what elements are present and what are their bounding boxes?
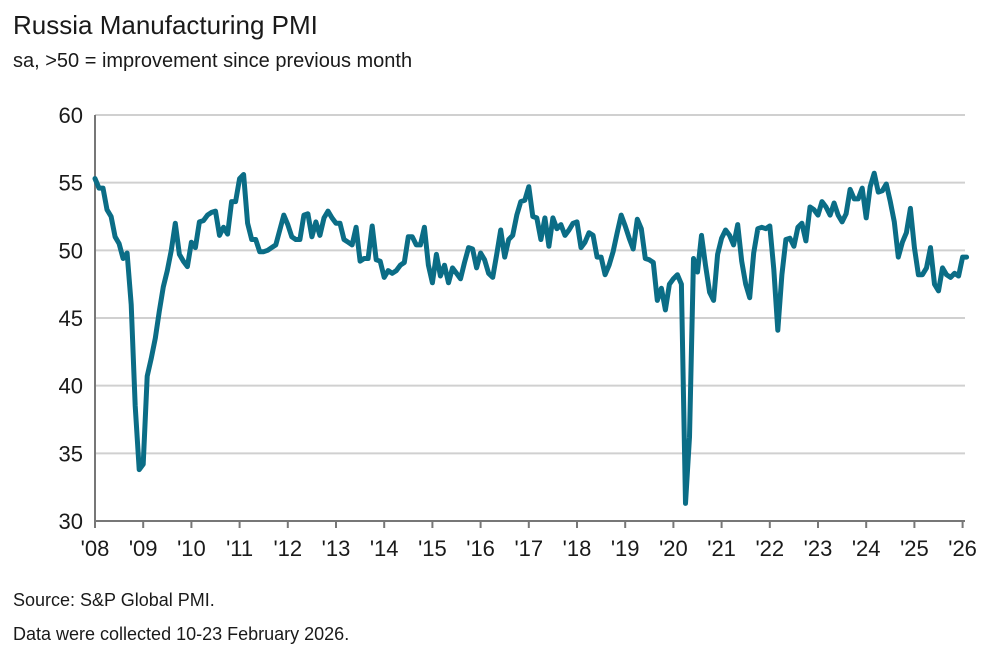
x-tick-label: '16 xyxy=(466,536,495,561)
y-tick-label: 35 xyxy=(59,441,83,466)
x-tick-label: '24 xyxy=(852,536,881,561)
x-tick-label: '09 xyxy=(129,536,158,561)
y-tick-label: 40 xyxy=(59,374,83,399)
x-tick-label: '12 xyxy=(273,536,302,561)
x-tick-label: '19 xyxy=(611,536,640,561)
x-tick-label: '10 xyxy=(177,536,206,561)
y-tick-label: 50 xyxy=(59,238,83,263)
pmi-series-line xyxy=(92,170,970,506)
source-note: Source: S&P Global PMI. xyxy=(13,590,215,610)
y-tick-label: 30 xyxy=(59,509,83,534)
x-tick-label: '21 xyxy=(707,536,736,561)
chart-subtitle: sa, >50 = improvement since previous mon… xyxy=(13,50,413,72)
x-tick-label: '23 xyxy=(804,536,833,561)
x-tick-label: '15 xyxy=(418,536,447,561)
x-tick-label: '22 xyxy=(755,536,784,561)
chart-title: Russia Manufacturing PMI xyxy=(13,10,318,40)
x-tick-label: '14 xyxy=(370,536,399,561)
x-tick-label: '08 xyxy=(81,536,110,561)
x-tick-label: '18 xyxy=(563,536,592,561)
x-tick-label: '25 xyxy=(900,536,929,561)
x-tick-label: '17 xyxy=(514,536,543,561)
y-tick-label: 60 xyxy=(59,103,83,128)
y-tick-label: 55 xyxy=(59,171,83,196)
x-tick-label: '13 xyxy=(322,536,351,561)
x-tick-label: '11 xyxy=(226,536,253,561)
y-tick-label: 45 xyxy=(59,306,83,331)
x-tick-label: '20 xyxy=(659,536,688,561)
x-tick-label: '26 xyxy=(948,536,977,561)
collection-note: Data were collected 10-23 February 2026. xyxy=(13,624,350,644)
